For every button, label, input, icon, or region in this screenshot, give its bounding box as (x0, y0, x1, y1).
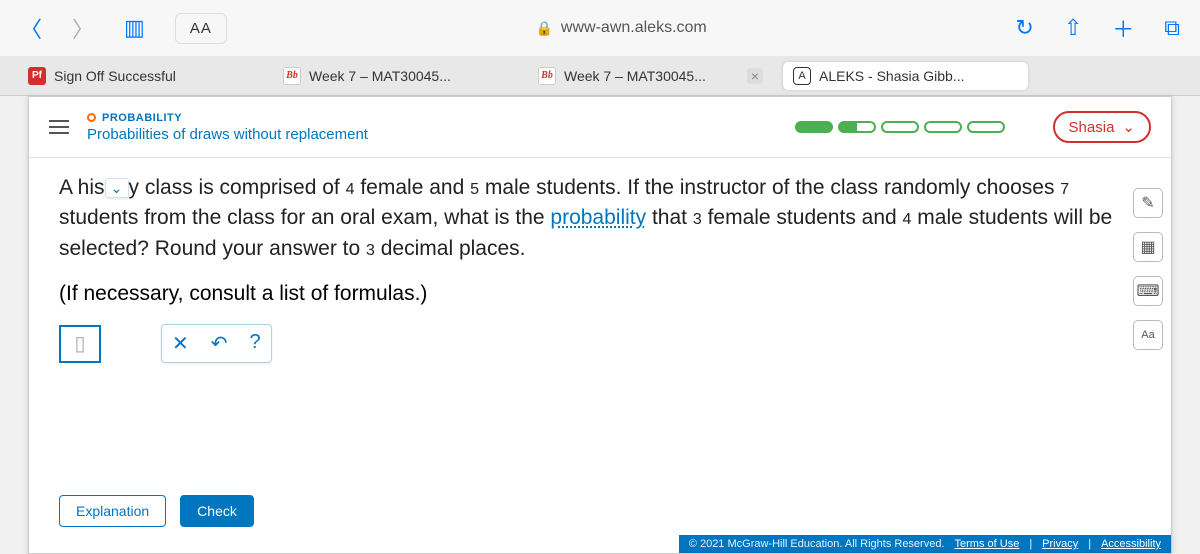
share-icon[interactable]: ⇧ (1064, 15, 1082, 41)
pill-icon (795, 121, 833, 133)
pf-icon: Pf (28, 67, 46, 85)
privacy-link[interactable]: Privacy (1042, 538, 1078, 550)
topic-category: PROBABILITY (87, 112, 777, 124)
url-text: www-awn.aleks.com (561, 19, 707, 37)
answer-input[interactable]: ▯ (59, 325, 101, 363)
pill-icon (838, 121, 876, 133)
undo-icon[interactable]: ↶ (211, 331, 228, 356)
tab-week7-a[interactable]: Bb Week 7 – MAT30045... (273, 62, 518, 90)
terms-link[interactable]: Terms of Use (955, 538, 1020, 550)
pill-icon (924, 121, 962, 133)
font-icon[interactable]: Aa (1133, 320, 1163, 350)
user-menu[interactable]: Shasia ⌄ (1053, 111, 1151, 143)
tab-strip: Pf Sign Off Successful Bb Week 7 – MAT30… (0, 56, 1200, 96)
chevron-down-icon[interactable]: ⌄ (105, 178, 129, 198)
probability-link[interactable]: probability (550, 206, 646, 229)
tab-signoff[interactable]: Pf Sign Off Successful (18, 62, 263, 90)
tab-week7-b[interactable]: Bb Week 7 – MAT30045... × (528, 62, 773, 90)
side-toolbar: ✎ ▦ ⌨ Aa (1133, 188, 1163, 350)
new-tab-icon[interactable]: ＋ (1112, 12, 1134, 44)
topic-block: PROBABILITY Probabilities of draws witho… (87, 112, 777, 143)
browser-toolbar: 〈 〉 ▥ AA 🔒 www-awn.aleks.com ↻ ⇧ ＋ ⧉ (0, 0, 1200, 56)
topic-title: Probabilities of draws without replaceme… (87, 126, 777, 143)
tab-aleks[interactable]: A ALEKS - Shasia Gibb... (783, 62, 1028, 90)
status-dot-icon (87, 113, 96, 122)
problem-text: A his⌄y class is comprised of 4 female a… (59, 173, 1141, 264)
app-window: PROBABILITY Probabilities of draws witho… (28, 96, 1172, 554)
close-icon[interactable]: × (747, 68, 763, 84)
tab-label: Sign Off Successful (54, 68, 176, 84)
explanation-button[interactable]: Explanation (59, 495, 166, 527)
chevron-down-icon: ⌄ (1122, 118, 1135, 136)
accessibility-link[interactable]: Accessibility (1101, 538, 1161, 550)
keyboard-icon[interactable]: ⌨ (1133, 276, 1163, 306)
menu-icon[interactable] (49, 120, 69, 134)
calculator-icon[interactable]: ▦ (1133, 232, 1163, 262)
tab-label: Week 7 – MAT30045... (309, 68, 451, 84)
back-icon[interactable]: 〈 (20, 12, 42, 44)
pill-icon (881, 121, 919, 133)
clear-icon[interactable]: ✕ (172, 331, 189, 356)
address-bar[interactable]: 🔒 www-awn.aleks.com (257, 19, 986, 37)
copyright-text: © 2021 McGraw-Hill Education. All Rights… (689, 538, 945, 550)
lock-icon: 🔒 (535, 20, 552, 37)
text-size-button[interactable]: AA (175, 13, 227, 44)
tab-label: ALEKS - Shasia Gibb... (819, 68, 965, 84)
bb-icon: Bb (538, 67, 556, 85)
reload-icon[interactable]: ↻ (1015, 15, 1033, 41)
input-tools: ✕ ↶ ? (161, 324, 272, 363)
scratch-icon[interactable]: ✎ (1133, 188, 1163, 218)
tab-label: Week 7 – MAT30045... (564, 68, 706, 84)
action-row: Explanation Check (59, 495, 254, 527)
bookmarks-icon[interactable]: ▥ (124, 15, 145, 41)
forward-icon: 〉 (72, 12, 94, 44)
pill-icon (967, 121, 1005, 133)
user-name: Shasia (1069, 119, 1115, 136)
progress-indicator (795, 121, 1005, 133)
formula-note: (If necessary, consult a list of formula… (59, 282, 1141, 306)
footer: © 2021 McGraw-Hill Education. All Rights… (679, 535, 1171, 553)
problem-panel: A his⌄y class is comprised of 4 female a… (29, 157, 1171, 373)
bb-icon: Bb (283, 67, 301, 85)
formulas-link[interactable]: list of formulas (279, 282, 414, 305)
app-header: PROBABILITY Probabilities of draws witho… (29, 97, 1171, 157)
check-button[interactable]: Check (180, 495, 254, 527)
tabs-icon[interactable]: ⧉ (1164, 15, 1180, 41)
aleks-icon: A (793, 67, 811, 85)
help-icon[interactable]: ? (250, 331, 261, 356)
